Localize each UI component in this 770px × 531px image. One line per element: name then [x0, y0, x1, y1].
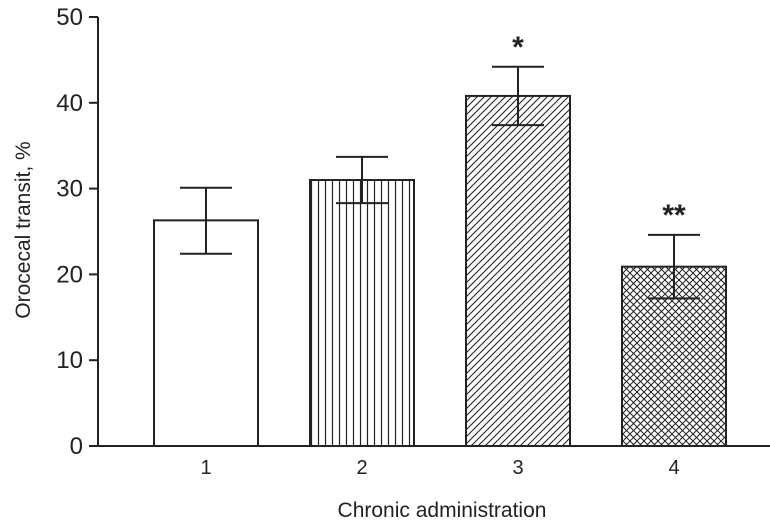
significance-marker: *	[512, 31, 524, 64]
y-axis-label: Orocecal transit, %	[12, 141, 35, 318]
bars	[153, 94, 727, 448]
y-tick-label: 50	[56, 4, 83, 31]
bar-3	[465, 94, 571, 447]
y-tick-label: 20	[56, 261, 83, 288]
x-axis-label: Chronic administration	[338, 499, 547, 522]
error-bars	[180, 65, 700, 300]
significance-marker: **	[662, 199, 686, 232]
x-tick-label: 1	[200, 457, 211, 479]
y-tick-label: 40	[56, 90, 83, 117]
significance-annotations: ***	[512, 31, 686, 232]
bar-1	[153, 219, 259, 447]
y-tick-label: 0	[70, 433, 83, 460]
x-tick-label: 3	[512, 457, 523, 479]
bar-2	[309, 179, 415, 448]
y-tick-label: 30	[56, 176, 83, 203]
y-tick-label: 10	[56, 347, 83, 374]
y-ticks: 0 10 20 30 40 50	[56, 4, 98, 460]
x-ticks: 1 2 3 4	[200, 457, 679, 479]
x-tick-label: 2	[356, 457, 367, 479]
x-tick-label: 4	[668, 457, 679, 479]
